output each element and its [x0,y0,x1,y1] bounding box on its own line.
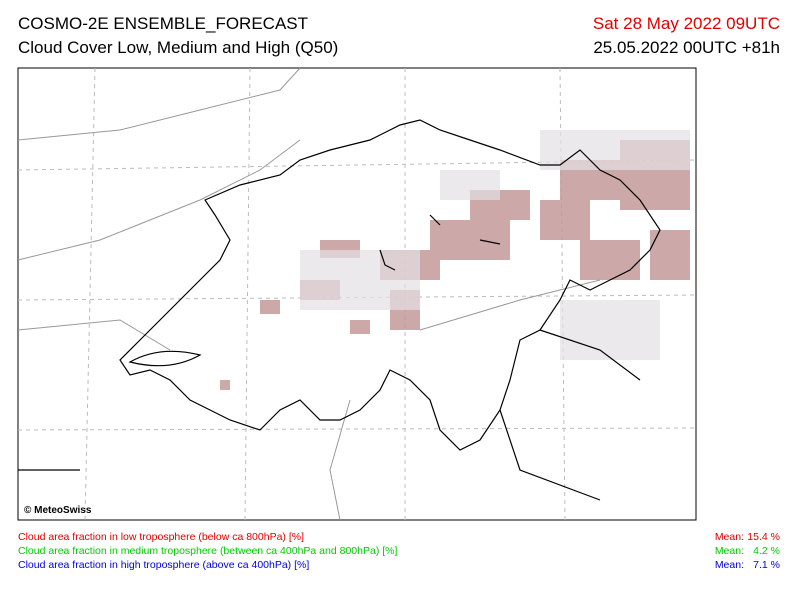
country-border [18,119,661,501]
mean-label: Mean: [714,531,744,543]
title: COSMO-2E ENSEMBLE_FORECAST [18,14,309,33]
run-time: 25.05.2022 00UTC +81h [593,38,780,57]
mean-value: 15.4 % [747,531,780,543]
cloud-low [220,140,690,390]
mean-label: Mean: [714,559,744,571]
copyright: © MeteoSwiss [24,505,92,516]
legend-label: Cloud area fraction in high troposphere … [18,559,310,571]
mean-value: 7.1 % [753,559,780,571]
subtitle: Cloud Cover Low, Medium and High (Q50) [18,38,339,57]
cloud-haze [300,130,690,360]
rivers [17,67,601,521]
mean-value: 4.2 % [753,545,780,557]
valid-time: Sat 28 May 2022 09UTC [592,14,780,33]
mean-label: Mean: [714,545,744,557]
legend-label: Cloud area fraction in medium tropospher… [18,545,398,557]
legend-label: Cloud area fraction in low troposphere (… [18,531,304,543]
